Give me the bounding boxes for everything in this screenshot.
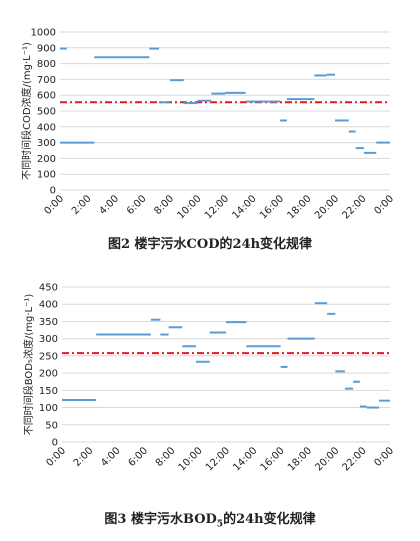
bod-caption-suffix: 的24h变化规律 (223, 512, 316, 527)
cod-y-tick-label: 400 (37, 122, 56, 133)
cod-x-tick-label: 8:00 (152, 193, 176, 217)
bod-y-tick-label: 0 (52, 438, 58, 449)
bod-x-tick-label: 12:00 (204, 445, 232, 473)
bod-x-tick-label: 8:00 (154, 445, 178, 469)
bod-x-tick-label: 22:00 (341, 445, 369, 473)
bod-x-tick-label: 20:00 (313, 445, 341, 473)
bod-x-tick-label: 4:00 (99, 445, 123, 469)
bod-x-tick-label: 0:00 (372, 445, 396, 469)
cod-y-tick-label: 100 (37, 170, 56, 181)
cod-y-tick-label: 900 (37, 43, 56, 54)
cod-y-tick-label: 600 (37, 91, 56, 102)
cod-y-axis-label: 不同时间段COD浓度/(mg·L⁻¹) (20, 42, 33, 180)
bod-y-tick-label: 50 (45, 420, 58, 431)
bod-y-tick-label: 100 (39, 403, 58, 414)
cod-chart-figure: 0 100 200 300 400 500 600 700 800 900 1000 0:00 2:00… (0, 0, 420, 270)
bod-chart-figure: 0 50 100 150 200 250 300 350 400 450 0:00 2:00 4:00 6… (0, 270, 420, 541)
bod-y-axis-label: 不同时间段BOD₅浓度/(mg·L⁻¹) (22, 294, 35, 436)
cod-chart-caption: 图2 楼宇污水COD的24h变化规律 (107, 237, 313, 252)
cod-y-tick-label: 700 (37, 75, 56, 86)
bod-x-tick-label: 2:00 (72, 445, 96, 469)
bod-y-tick-label: 300 (39, 334, 58, 345)
cod-y-tick-label: 800 (37, 59, 56, 70)
cod-y-tick-label: 1000 (31, 28, 56, 39)
bod-y-tick-label: 350 (39, 317, 58, 328)
bod-chart-caption: 图3 楼宇污水BOD5的24h变化规律 (0, 508, 420, 530)
cod-x-tick-label: 20:00 (313, 193, 341, 221)
cod-y-tick-label: 500 (37, 107, 56, 118)
cod-x-tick-label: 0:00 (372, 193, 396, 217)
cod-x-tick-label: 10:00 (175, 193, 203, 221)
bod-caption-prefix: 图3 楼宇污水BOD (104, 512, 217, 527)
cod-x-tick-label: 18:00 (285, 193, 313, 221)
cod-x-tick-label: 0:00 (42, 193, 66, 217)
cod-y-tick-label: 200 (37, 154, 56, 165)
cod-x-tick-label: 2:00 (70, 193, 94, 217)
bod-y-tick-label: 400 (39, 300, 58, 311)
bod-x-tick-label: 18:00 (286, 445, 314, 473)
cod-x-tick-label: 6:00 (125, 193, 149, 217)
bod-y-tick-label: 150 (39, 386, 58, 397)
cod-y-tick-label: 300 (37, 138, 56, 149)
bod-x-tick-label: 10:00 (177, 445, 205, 473)
bod-y-tick-label: 200 (39, 369, 58, 380)
cod-x-tick-label: 22:00 (340, 193, 368, 221)
bod-y-tick-label: 450 (39, 283, 58, 294)
cod-x-tick-label: 4:00 (97, 193, 121, 217)
cod-x-tick-label: 14:00 (230, 193, 258, 221)
bod-x-tick-label: 6:00 (126, 445, 150, 469)
cod-x-tick-label: 12:00 (203, 193, 231, 221)
bod-caption-subscript: 5 (216, 519, 224, 530)
bod-x-tick-label: 16:00 (259, 445, 287, 473)
bod-x-tick-label: 0:00 (44, 445, 68, 469)
cod-x-tick-label: 16:00 (258, 193, 286, 221)
bod-y-tick-label: 250 (39, 351, 58, 362)
bod-x-tick-label: 14:00 (231, 445, 259, 473)
cod-y-tick-label: 0 (50, 186, 56, 197)
